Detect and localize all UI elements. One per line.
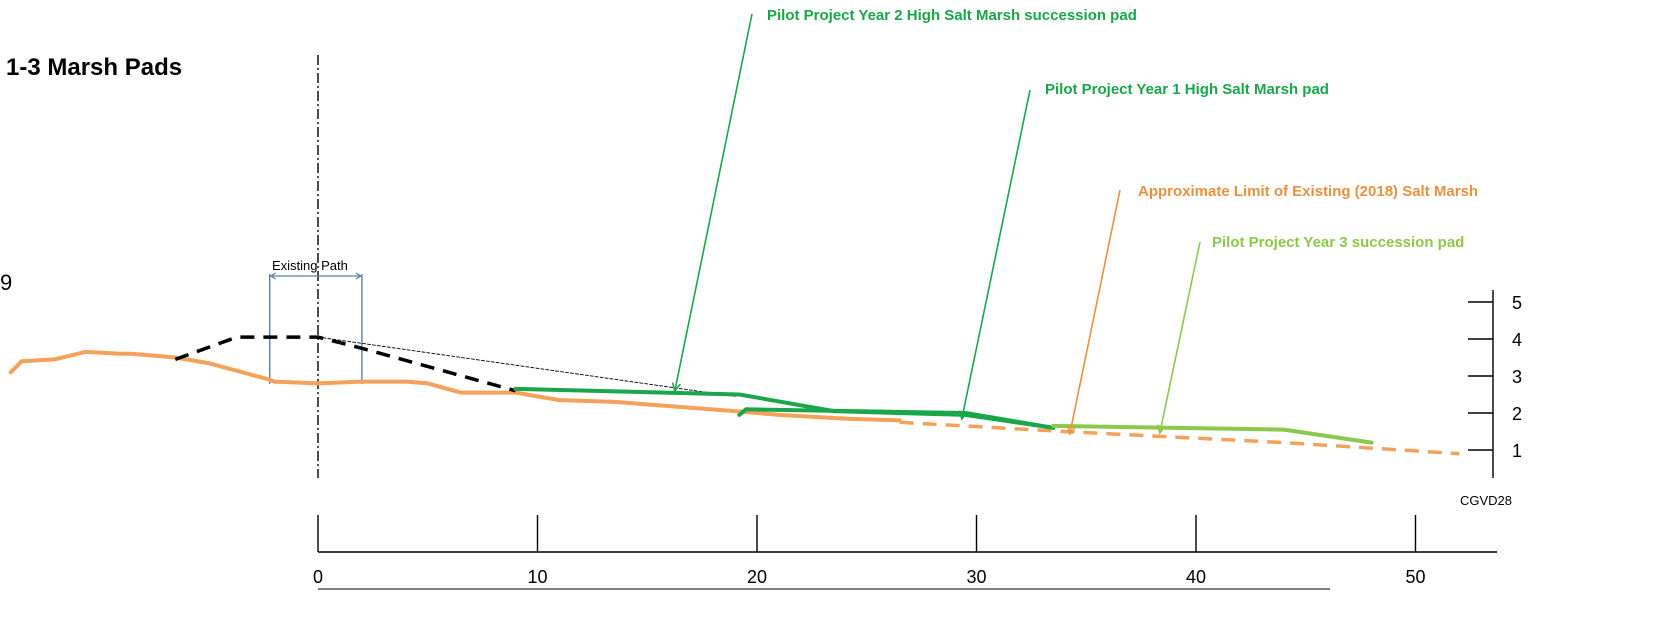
profile-lines [8, 335, 1460, 456]
year1-leader [962, 89, 1031, 418]
page-title: 1-3 Marsh Pads [6, 54, 182, 81]
chainage-tick-label-50: 50 [1405, 567, 1425, 587]
existing-path-dimension: Existing Path [269, 258, 363, 384]
series-year1_pad [737, 407, 1056, 430]
chainage-tick-label-10: 10 [527, 567, 547, 587]
series-year3_pad [1051, 423, 1374, 445]
elevation-tick-label-1: 1 [1512, 441, 1522, 461]
elevation-tick-label-2: 2 [1512, 404, 1522, 424]
year2-label: Pilot Project Year 2 High Salt Marsh suc… [767, 7, 1137, 24]
elevation-tick-label-4: 4 [1512, 330, 1522, 350]
elevation-tick-label-5: 5 [1512, 293, 1522, 313]
year2-leader [675, 13, 753, 390]
datum-label: CGVD28 [1460, 493, 1512, 508]
chainage-tick-label-0: 0 [313, 567, 323, 587]
year1-label: Pilot Project Year 1 High Salt Marsh pad [1045, 81, 1329, 98]
elevation-tick-label-3: 3 [1512, 367, 1522, 387]
chainage-tick-label-20: 20 [747, 567, 767, 587]
chainage-tick-label-30: 30 [966, 567, 986, 587]
year3-leader [1160, 241, 1201, 432]
elevation-axis: 1 2 3 4 5 [1468, 290, 1522, 478]
year3-label: Pilot Project Year 3 succession pad [1212, 234, 1464, 251]
limit-label: Approximate Limit of Existing (2018) Sal… [1138, 183, 1478, 200]
chainage-axis: 0 10 20 30 40 50 [313, 515, 1497, 590]
limit-leader [1070, 189, 1121, 433]
series-existing_ground_projected [899, 420, 1460, 456]
series-slope_reference [317, 336, 736, 397]
chainage-tick-label-40: 40 [1186, 567, 1206, 587]
edge-number: 9 [0, 270, 12, 295]
annotation-leaders [675, 13, 1201, 433]
existing-path-label: Existing Path [272, 258, 348, 273]
series-existing_ground [8, 349, 902, 423]
